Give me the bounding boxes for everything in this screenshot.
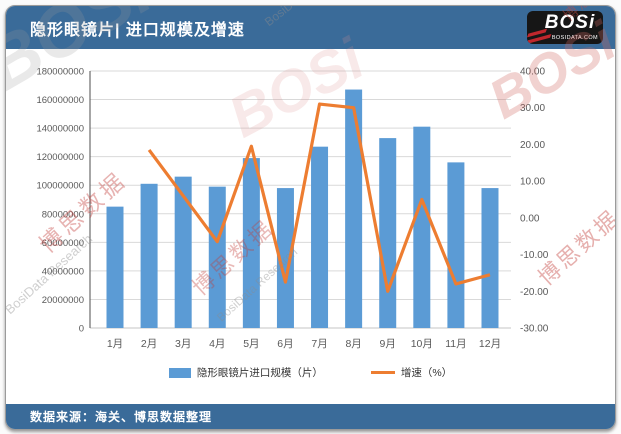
y-axis-right-label: -20.00 [520, 287, 549, 298]
y-axis-right-label: 0.00 [520, 213, 540, 224]
legend-bar-swatch-icon [168, 367, 191, 378]
x-axis-label: 10月 [411, 338, 433, 350]
legend-label: 增速（%） [400, 367, 453, 379]
y-axis-right-label: 40.00 [520, 67, 545, 78]
bar-6月 [276, 188, 294, 328]
x-axis-label: 12月 [479, 338, 501, 350]
y-axis-left-label: 120000000 [36, 152, 84, 163]
x-axis-label: 2月 [141, 338, 157, 350]
x-axis-label: 6月 [277, 338, 293, 350]
x-axis-label: 7月 [311, 338, 327, 350]
legend-item-growth: 增速（%） [370, 365, 453, 380]
y-axis-left-label: 80000000 [42, 209, 84, 220]
x-axis-label: 8月 [345, 338, 361, 350]
y-axis-right-label: -10.00 [520, 250, 549, 261]
combo-chart: 0 20000000 40000000 60000000 80000000 1000000… [36, 67, 549, 351]
y-axis-left-label: 160000000 [36, 95, 84, 106]
y-axis-left-label: 40000000 [42, 266, 84, 277]
page-title: 隐形眼镜片| 进口规模及增速 [30, 21, 245, 39]
logo-text: BOSi [544, 12, 596, 33]
bar-12月 [481, 188, 499, 328]
bar-11月 [447, 162, 465, 328]
y-axis-left-label: 60000000 [42, 238, 84, 249]
x-axis-label: 9月 [380, 338, 396, 350]
chart-area: 0 20000000 40000000 60000000 80000000 1000000… [6, 49, 615, 404]
bar-10月 [413, 126, 431, 328]
y-axis-left-label: 0 [79, 324, 84, 335]
x-axis-label: 5月 [243, 338, 259, 350]
legend-item-imports: 隐形眼镜片进口规模（片） [168, 365, 323, 380]
y-axis-left-label: 100000000 [36, 181, 84, 192]
bar-7月 [311, 146, 329, 328]
x-axis-label: 4月 [209, 338, 225, 350]
footer-bar: 数据来源：海关、博思数据整理 [6, 404, 615, 429]
bar-1月 [106, 206, 124, 328]
bar-4月 [208, 186, 226, 328]
header-bar: 隐形眼镜片| 进口规模及增速 BOSi BOSIDATA.COM [6, 6, 615, 49]
legend-line-swatch-icon [370, 371, 395, 374]
bar-9月 [379, 138, 397, 328]
bar-3月 [174, 176, 192, 328]
y-axis-left-label: 140000000 [36, 124, 84, 135]
logo-subtext: BOSIDATA.COM [551, 35, 598, 41]
chart-card: 隐形眼镜片| 进口规模及增速 BOSi BOSIDATA.COM 0 200000… [5, 5, 616, 430]
y-axis-right-label: 10.00 [520, 177, 545, 188]
chart-legend: 隐形眼镜片进口规模（片） 增速（%） [6, 365, 615, 380]
bar-2月 [140, 183, 158, 328]
bar-5月 [242, 158, 260, 328]
y-axis-right-label: -30.00 [520, 324, 549, 335]
y-axis-left-label: 20000000 [42, 295, 84, 306]
growth-line [147, 102, 491, 293]
bar-8月 [345, 89, 363, 328]
x-axis-label: 3月 [175, 338, 191, 350]
data-source-text: 数据来源：海关、博思数据整理 [30, 410, 213, 424]
legend-label: 隐形眼镜片进口规模（片） [196, 367, 323, 379]
y-axis-left-label: 180000000 [36, 67, 84, 78]
bosi-logo: BOSi BOSIDATA.COM [527, 11, 603, 44]
x-axis-label: 11月 [445, 338, 466, 350]
y-axis-right-label: 30.00 [520, 103, 545, 114]
x-axis-label: 1月 [107, 338, 123, 350]
y-axis-right-label: 20.00 [520, 140, 545, 151]
